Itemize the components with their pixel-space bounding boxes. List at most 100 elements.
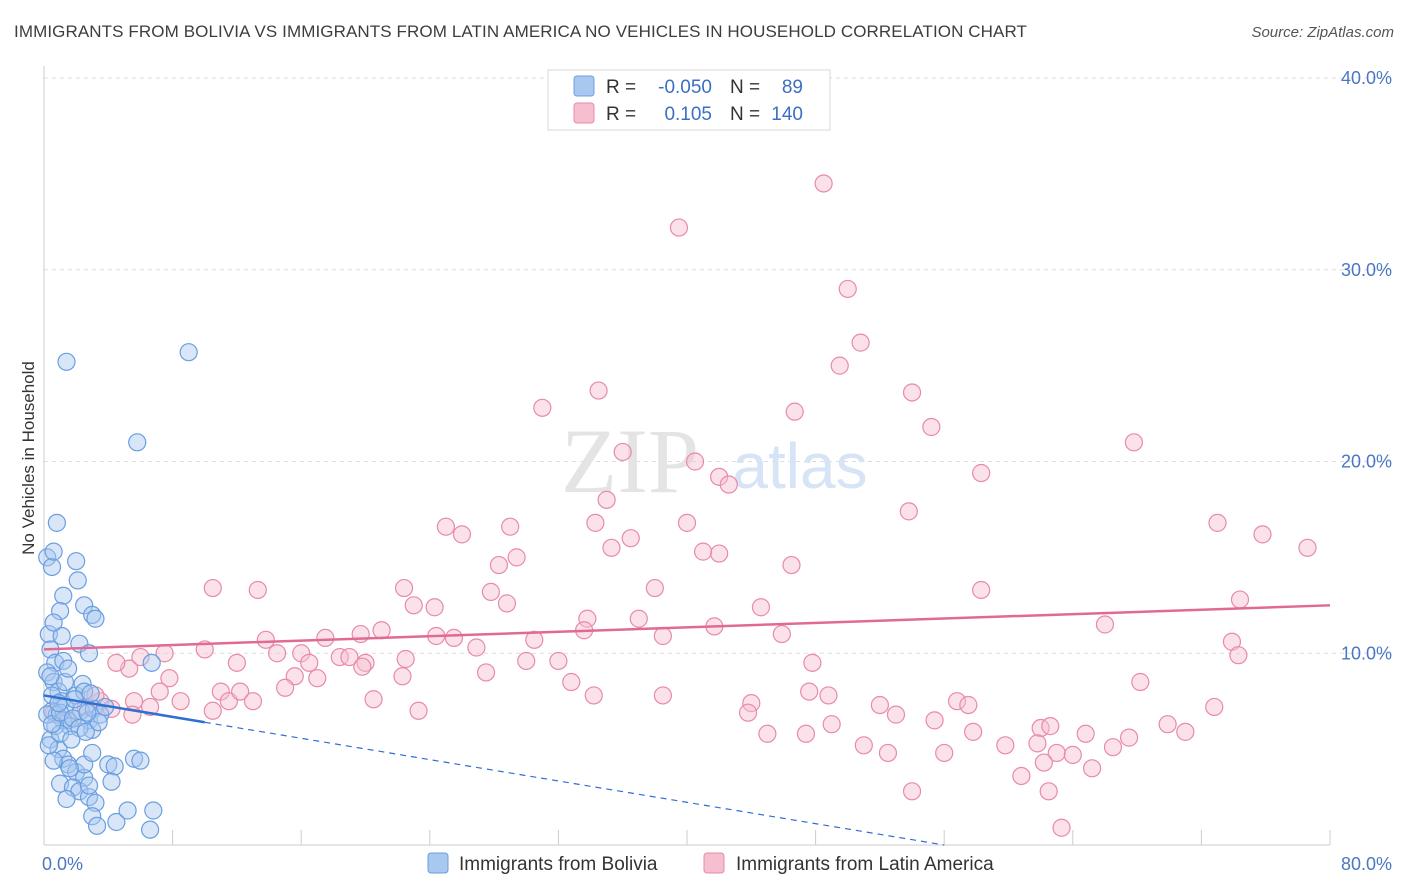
- legend-r-label-1: R =: [606, 77, 636, 98]
- bolivia-point-23: [49, 740, 68, 759]
- latin-america-point-17: [899, 502, 918, 521]
- latin-america-point-45: [629, 609, 648, 628]
- latin-america-point-67: [300, 653, 319, 672]
- latin-america-point-109: [1158, 715, 1177, 734]
- latin-america-point-100: [947, 692, 967, 711]
- latin-america-point-39: [1230, 590, 1250, 609]
- bolivia-point-82: [59, 659, 78, 678]
- latin-america-point-92: [364, 690, 383, 709]
- bolivia-point-33: [83, 807, 102, 826]
- watermark-atlas: atlas: [732, 430, 867, 502]
- latin-america-point-97: [800, 682, 819, 701]
- latin-america-trend-solid: [43, 604, 1331, 651]
- latin-america-point-0: [814, 174, 833, 193]
- latin-america-point-32: [1298, 538, 1317, 557]
- latin-america-point-62: [330, 647, 349, 667]
- latin-america-point-129: [1039, 782, 1058, 801]
- bolivia-trend-solid: [43, 694, 205, 724]
- latin-america-point-118: [854, 736, 873, 755]
- latin-america-point-103: [1205, 697, 1224, 717]
- latin-america-point-112: [796, 724, 816, 743]
- latin-america-point-11: [613, 442, 632, 462]
- latin-america-point-52: [256, 630, 275, 649]
- bolivia-point-36: [118, 801, 137, 820]
- y-tick-label-3: 40.0%: [1341, 68, 1392, 88]
- legend-n-label-1: N =: [730, 77, 760, 98]
- latin-america-point-73: [803, 653, 822, 672]
- legend-r-value-1: -0.050: [658, 77, 712, 98]
- latin-america-point-120: [935, 743, 954, 763]
- latin-america-point-104: [738, 703, 758, 722]
- latin-america-point-102: [1131, 672, 1150, 692]
- bolivia-point-37: [140, 820, 160, 839]
- latin-america-point-37: [645, 578, 664, 598]
- latin-america-point-56: [653, 626, 672, 646]
- latin-america-point-44: [578, 609, 597, 628]
- bolivia-point-48: [50, 601, 70, 621]
- bolivia-point-73: [44, 751, 63, 770]
- latin-america-point-31: [1253, 525, 1272, 544]
- bottom-legend-blue-swatch: [427, 852, 449, 874]
- bolivia-point-42: [54, 586, 73, 605]
- bolivia-point-83: [78, 703, 97, 722]
- legend-pink-swatch: [573, 102, 595, 124]
- latin-america-point-114: [964, 722, 983, 741]
- latin-america-point-85: [171, 692, 190, 711]
- latin-america-point-27: [507, 548, 526, 567]
- latin-america-point-116: [1103, 738, 1123, 757]
- bolivia-point-39: [124, 749, 144, 768]
- latin-america-point-19: [501, 517, 520, 536]
- bolivia-point-70: [79, 776, 99, 795]
- latin-america-point-101: [959, 695, 978, 715]
- latin-america-point-110: [1176, 722, 1195, 741]
- bolivia-point-51: [142, 653, 161, 672]
- bolivia-point-85: [131, 751, 150, 770]
- latin-america-point-119: [878, 743, 898, 763]
- series-bolivia-points: [38, 343, 198, 839]
- legend-n-value-2: 140: [771, 104, 803, 125]
- latin-america-point-18: [436, 517, 455, 536]
- latin-america-point-12: [685, 452, 705, 471]
- bolivia-point-76: [76, 722, 95, 741]
- bolivia-point-32: [86, 793, 105, 812]
- bottom-legend-pink-swatch: [703, 852, 725, 874]
- latin-america-point-89: [231, 682, 250, 701]
- latin-america-point-30: [1208, 513, 1227, 532]
- latin-america-point-34: [248, 580, 267, 600]
- latin-america-point-7: [785, 402, 804, 421]
- bolivia-point-80: [81, 684, 100, 703]
- latin-america-point-43: [751, 598, 771, 617]
- bolivia-point-35: [107, 812, 126, 832]
- bottom-legend-latin-america: Immigrants from Latin America: [736, 854, 994, 875]
- source-note: Source: ZipAtlas.com: [1251, 24, 1394, 41]
- bolivia-point-41: [179, 343, 198, 362]
- bolivia-point-34: [87, 816, 107, 835]
- bottom-legend-bolivia: Immigrants from Bolivia: [459, 854, 658, 875]
- latin-america-point-121: [996, 736, 1015, 755]
- latin-america-point-29: [782, 555, 801, 575]
- latin-america-point-63: [467, 638, 486, 657]
- latin-america-point-105: [886, 705, 906, 724]
- latin-america-point-41: [425, 598, 444, 617]
- latin-america-point-68: [340, 647, 359, 667]
- latin-america-point-9: [922, 417, 941, 437]
- x-tick-label-0: 0.0%: [42, 854, 83, 874]
- latin-america-point-10: [1124, 433, 1143, 452]
- latin-america-point-22: [452, 525, 472, 544]
- latin-america-point-13: [710, 467, 729, 486]
- top-legend: R = -0.050 N = 89 R = 0.105 N = 140: [547, 69, 831, 131]
- y-axis-title: No Vehicles in Household: [19, 361, 38, 555]
- bolivia-point-1: [42, 557, 62, 577]
- latin-america-point-74: [1229, 646, 1248, 665]
- bolivia-point-43: [67, 552, 86, 571]
- latin-america-point-8: [902, 383, 922, 402]
- latin-america-point-26: [710, 544, 729, 563]
- top-legend-box: [547, 69, 831, 131]
- latin-america-point-57: [772, 624, 791, 644]
- y-tick-label-2: 30.0%: [1341, 260, 1392, 280]
- bolivia-point-81: [41, 667, 60, 686]
- latin-america-point-80: [562, 672, 581, 692]
- bolivia-point-88: [44, 613, 63, 632]
- latin-america-point-81: [393, 667, 412, 686]
- x-tick-labels: 0.0% 80.0%: [42, 854, 1392, 874]
